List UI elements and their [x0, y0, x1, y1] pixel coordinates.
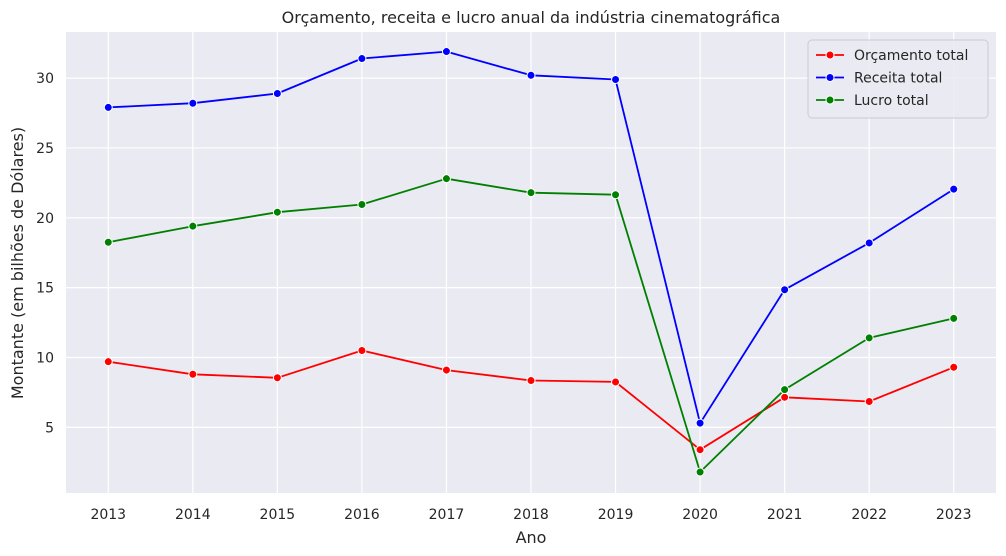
data-point [695, 445, 705, 455]
data-point [526, 376, 536, 386]
y-tick-label: 15 [36, 281, 54, 297]
data-point [780, 392, 790, 402]
y-tick-label: 5 [45, 420, 54, 436]
data-point [864, 396, 874, 406]
data-point [272, 88, 282, 98]
x-axis-ticks: 2013 2014 2015 2016 2017 2018 2019 2020 2021 2022… [90, 507, 971, 523]
legend-item: Receita total [816, 71, 942, 87]
data-point [441, 365, 451, 375]
x-tick-label: 2018 [513, 507, 549, 523]
data-point [357, 54, 367, 64]
x-tick-label: 2019 [598, 507, 634, 523]
y-tick-label: 25 [36, 141, 54, 157]
x-tick-label: 2022 [851, 507, 887, 523]
data-point [272, 207, 282, 217]
data-point [357, 200, 367, 210]
legend-label: Orçamento total [854, 48, 968, 64]
data-point [526, 188, 536, 198]
y-axis-ticks: 5 10 15 20 25 30 [36, 71, 54, 436]
data-point [864, 238, 874, 248]
data-point [695, 418, 705, 428]
legend-item: Orçamento total [816, 48, 968, 64]
series-layer [103, 47, 959, 477]
x-tick-label: 2015 [260, 507, 296, 523]
data-point [864, 333, 874, 343]
legend-marker [825, 95, 835, 105]
data-point [611, 377, 621, 387]
y-tick-label: 30 [36, 71, 54, 87]
data-point [188, 221, 198, 231]
x-tick-label: 2014 [175, 507, 211, 523]
y-axis-label: Montante (em bilhões de Dólares) [8, 127, 27, 399]
data-point [780, 385, 790, 395]
x-tick-label: 2013 [90, 507, 126, 523]
legend-box [807, 39, 989, 119]
legend-marker [825, 50, 835, 60]
data-point [695, 467, 705, 477]
series-2 [103, 47, 959, 428]
legend-label: Receita total [854, 71, 942, 87]
x-tick-label: 2021 [767, 507, 803, 523]
data-point [188, 98, 198, 108]
x-tick-label: 2023 [936, 507, 972, 523]
x-tick-label: 2017 [429, 507, 465, 523]
chart-title: Orçamento, receita e lucro anual da indú… [282, 8, 781, 27]
x-tick-label: 2016 [344, 507, 380, 523]
data-point [272, 373, 282, 383]
data-point [103, 237, 113, 247]
data-point [188, 369, 198, 379]
data-point [949, 184, 959, 194]
legend-label: Lucro total [854, 93, 929, 109]
data-point [441, 174, 451, 184]
legend-marker [825, 73, 835, 82]
data-point [103, 357, 113, 367]
data-point [357, 346, 367, 356]
grid [66, 32, 996, 493]
data-point [949, 313, 959, 323]
x-axis-label: Ano [516, 528, 547, 547]
data-point [103, 102, 113, 112]
data-point [949, 362, 959, 372]
series-3 [103, 174, 959, 477]
data-point [441, 47, 451, 57]
legend: Orçamento total Receita total Lucro total [807, 39, 989, 119]
legend-item: Lucro total [816, 93, 929, 109]
y-tick-label: 10 [36, 350, 54, 366]
data-point [780, 285, 790, 295]
data-point [611, 190, 621, 200]
x-tick-label: 2020 [682, 507, 718, 523]
data-point [526, 70, 536, 80]
data-point [611, 74, 621, 84]
series-1 [103, 346, 959, 455]
y-tick-label: 20 [36, 211, 54, 227]
